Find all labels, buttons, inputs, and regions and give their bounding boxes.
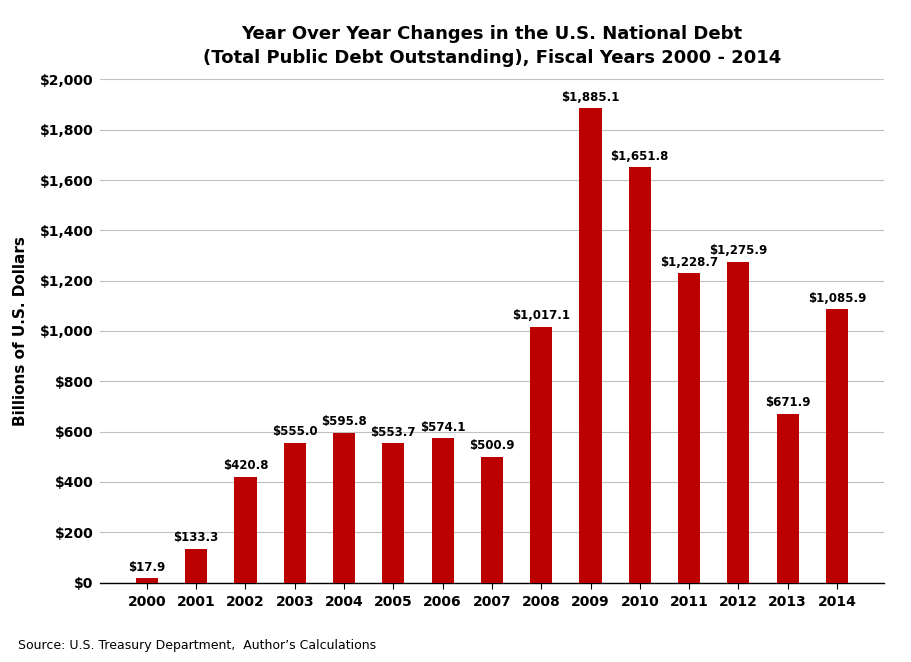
Bar <box>678 273 701 583</box>
Bar <box>826 309 848 583</box>
Bar <box>333 433 355 583</box>
Bar <box>776 414 799 583</box>
Y-axis label: Billions of U.S. Dollars: Billions of U.S. Dollars <box>14 236 28 426</box>
Bar <box>234 477 257 583</box>
Bar <box>136 578 158 583</box>
Text: $555.0: $555.0 <box>272 426 318 438</box>
Bar <box>481 457 503 583</box>
Text: $1,885.1: $1,885.1 <box>561 91 619 104</box>
Bar <box>629 167 650 583</box>
Text: $553.7: $553.7 <box>371 426 416 439</box>
Text: $1,228.7: $1,228.7 <box>660 256 718 269</box>
Text: $574.1: $574.1 <box>420 420 466 434</box>
Text: $420.8: $420.8 <box>223 459 268 472</box>
Text: $671.9: $671.9 <box>765 396 811 409</box>
Text: $17.9: $17.9 <box>128 561 166 573</box>
Text: $1,275.9: $1,275.9 <box>710 244 767 257</box>
Bar <box>185 549 208 583</box>
Text: $500.9: $500.9 <box>469 439 515 452</box>
Text: $595.8: $595.8 <box>322 415 367 428</box>
Bar <box>432 438 454 583</box>
Text: Source: U.S. Treasury Department,  Author’s Calculations: Source: U.S. Treasury Department, Author… <box>18 639 376 652</box>
Text: $1,651.8: $1,651.8 <box>610 150 669 162</box>
Title: Year Over Year Changes in the U.S. National Debt
(Total Public Debt Outstanding): Year Over Year Changes in the U.S. Natio… <box>203 25 781 67</box>
Text: $133.3: $133.3 <box>174 532 219 545</box>
Bar <box>579 109 601 583</box>
Bar <box>383 444 404 583</box>
Bar <box>727 261 750 583</box>
Bar <box>530 327 552 583</box>
Text: $1,085.9: $1,085.9 <box>808 292 866 305</box>
Text: $1,017.1: $1,017.1 <box>512 309 570 322</box>
Bar <box>283 443 306 583</box>
